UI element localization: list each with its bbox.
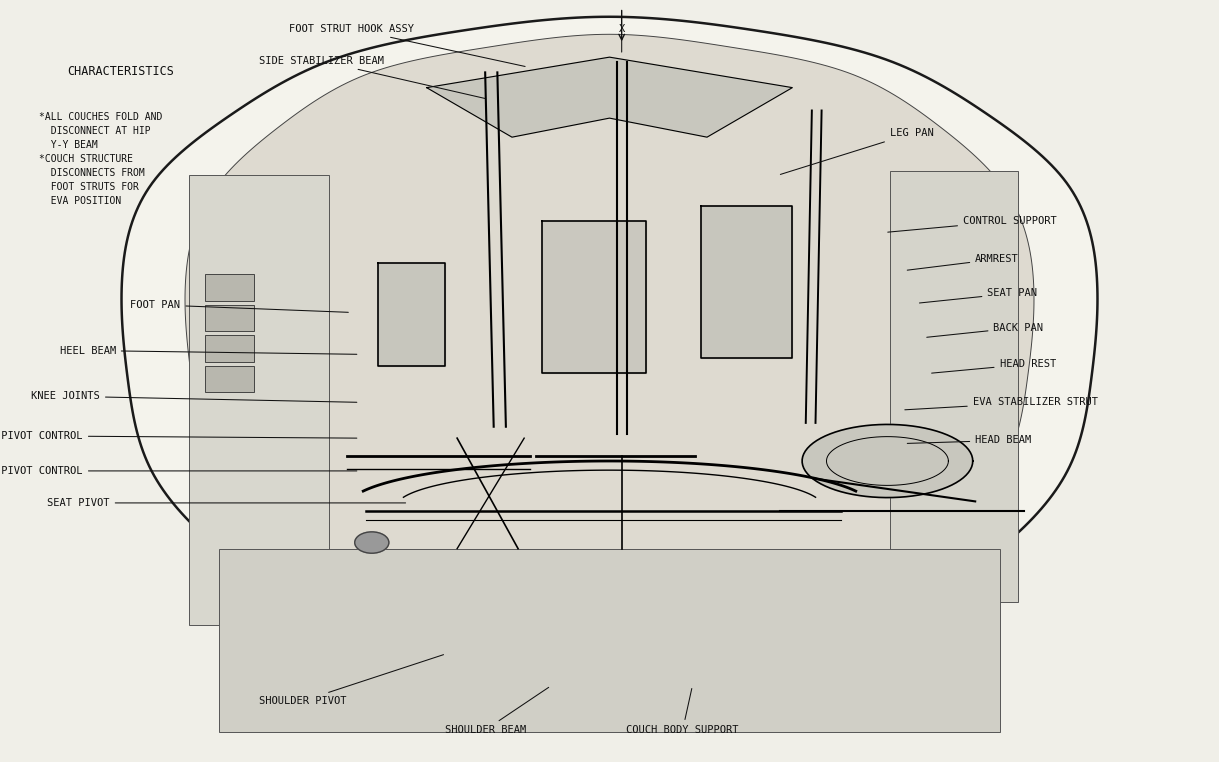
Bar bbox=[205, 335, 254, 362]
Text: ARMREST: ARMREST bbox=[907, 254, 1019, 271]
Text: SHOULDER BEAM: SHOULDER BEAM bbox=[445, 687, 549, 735]
Polygon shape bbox=[185, 34, 1034, 686]
Text: KNEE PIVOT CONTROL: KNEE PIVOT CONTROL bbox=[0, 431, 357, 441]
Text: CHARACTERISTICS: CHARACTERISTICS bbox=[67, 65, 174, 78]
Polygon shape bbox=[701, 206, 792, 358]
Text: SEAT PAN: SEAT PAN bbox=[919, 288, 1037, 303]
Polygon shape bbox=[542, 221, 646, 373]
Text: COUCH BODY SUPPORT: COUCH BODY SUPPORT bbox=[627, 689, 739, 735]
Text: BACK PAN: BACK PAN bbox=[926, 322, 1043, 338]
Bar bbox=[205, 274, 254, 301]
Polygon shape bbox=[427, 57, 792, 137]
Text: SEAT PIVOT: SEAT PIVOT bbox=[48, 498, 406, 508]
Text: CONTROL SUPPORT: CONTROL SUPPORT bbox=[887, 216, 1057, 232]
Bar bbox=[205, 366, 254, 392]
Text: EVA STABILIZER STRUT: EVA STABILIZER STRUT bbox=[904, 397, 1098, 410]
FancyBboxPatch shape bbox=[189, 175, 329, 625]
Text: KNEE JOINTS: KNEE JOINTS bbox=[32, 391, 357, 402]
Text: HEAD REST: HEAD REST bbox=[931, 359, 1056, 373]
Polygon shape bbox=[802, 424, 973, 498]
Circle shape bbox=[355, 532, 389, 553]
Text: HEAD BEAM: HEAD BEAM bbox=[907, 435, 1031, 446]
Polygon shape bbox=[378, 263, 445, 366]
FancyBboxPatch shape bbox=[219, 549, 1000, 732]
Text: X: X bbox=[618, 24, 625, 52]
Bar bbox=[205, 305, 254, 331]
Text: FOOT PAN: FOOT PAN bbox=[130, 299, 349, 312]
Text: *ALL COUCHES FOLD AND
  DISCONNECT AT HIP
  Y-Y BEAM
*COUCH STRUCTURE
  DISCONNE: *ALL COUCHES FOLD AND DISCONNECT AT HIP … bbox=[39, 112, 162, 206]
Text: LEG PAN: LEG PAN bbox=[780, 128, 934, 174]
Text: SEAT PIVOT CONTROL: SEAT PIVOT CONTROL bbox=[0, 466, 357, 476]
Text: SHOULDER PIVOT: SHOULDER PIVOT bbox=[258, 655, 444, 706]
Text: SIDE STABILIZER BEAM: SIDE STABILIZER BEAM bbox=[258, 56, 485, 98]
Polygon shape bbox=[122, 17, 1097, 700]
Text: FOOT STRUT HOOK ASSY: FOOT STRUT HOOK ASSY bbox=[289, 24, 525, 66]
Text: HEEL BEAM: HEEL BEAM bbox=[60, 345, 357, 356]
FancyBboxPatch shape bbox=[890, 171, 1018, 602]
